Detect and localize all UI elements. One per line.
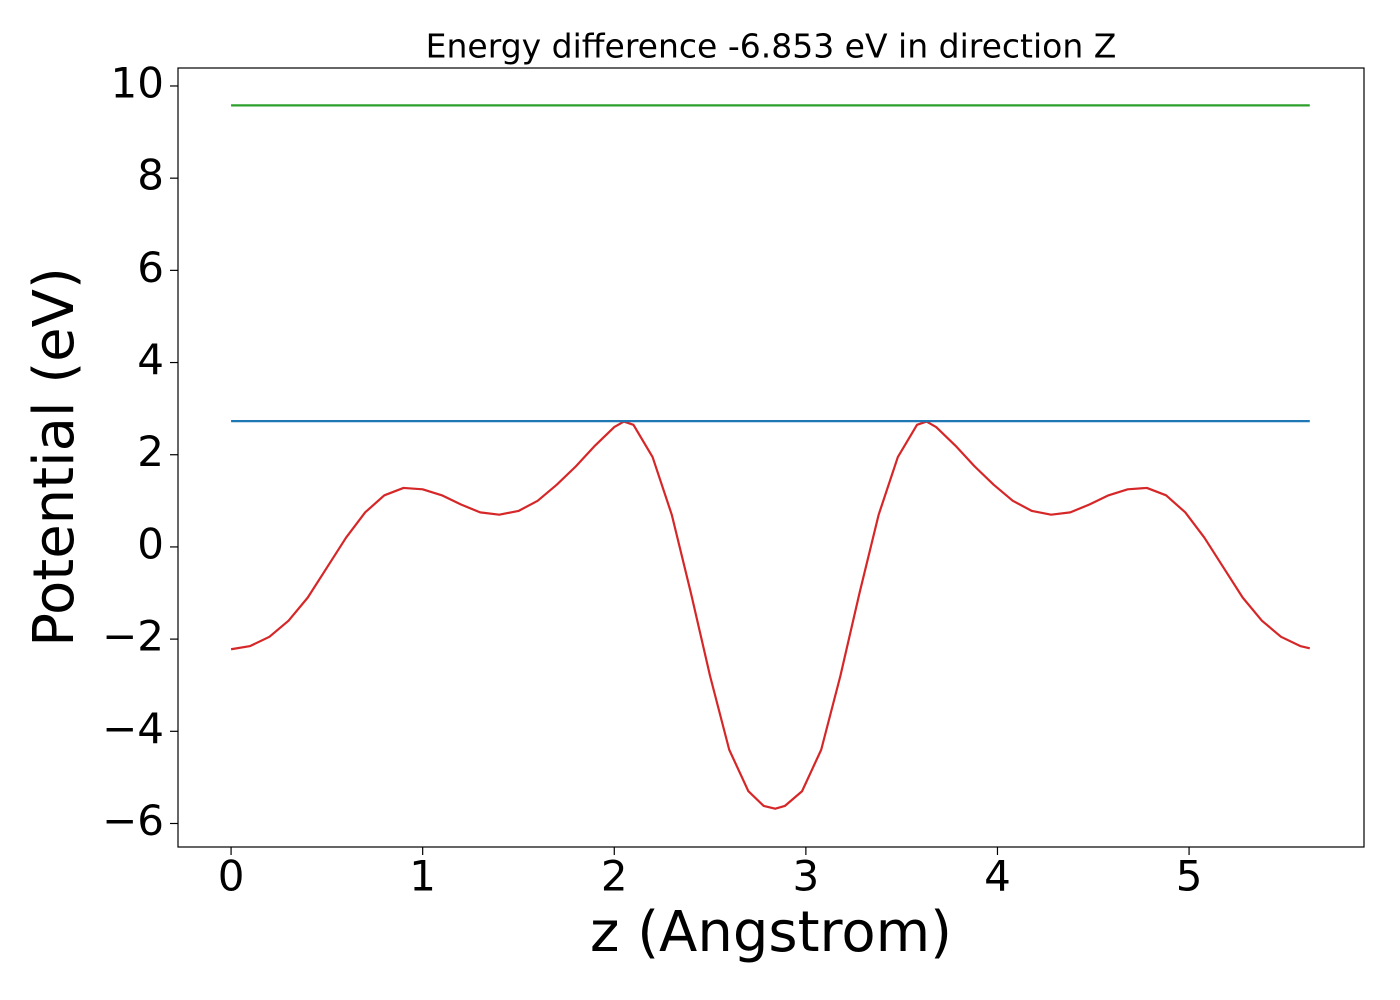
y-tick-label: −6 — [102, 796, 164, 845]
y-axis-label: Potential (eV) — [22, 267, 87, 647]
plot-frame — [177, 67, 1365, 848]
y-tick-label: 0 — [137, 519, 164, 568]
x-axis-label: z (Angstrom) — [590, 900, 952, 965]
y-tick-label: 10 — [111, 58, 164, 107]
y-tick-label: −4 — [102, 704, 164, 753]
x-tick-label: 3 — [793, 852, 820, 901]
x-tick-label: 1 — [409, 852, 436, 901]
y-tick-label: 2 — [137, 427, 164, 476]
y-tick-label: −2 — [102, 612, 164, 661]
y-tick-label: 4 — [137, 335, 164, 384]
x-tick-label: 4 — [984, 852, 1011, 901]
x-tick-label: 2 — [601, 852, 628, 901]
y-tick-label: 8 — [137, 151, 164, 200]
x-tick-label: 5 — [1176, 852, 1203, 901]
line-series — [230, 420, 1311, 810]
x-tick-label: 0 — [218, 852, 245, 901]
y-tick-label: 6 — [137, 243, 164, 292]
chart-title: Energy difference -6.853 eV in direction… — [426, 27, 1117, 66]
